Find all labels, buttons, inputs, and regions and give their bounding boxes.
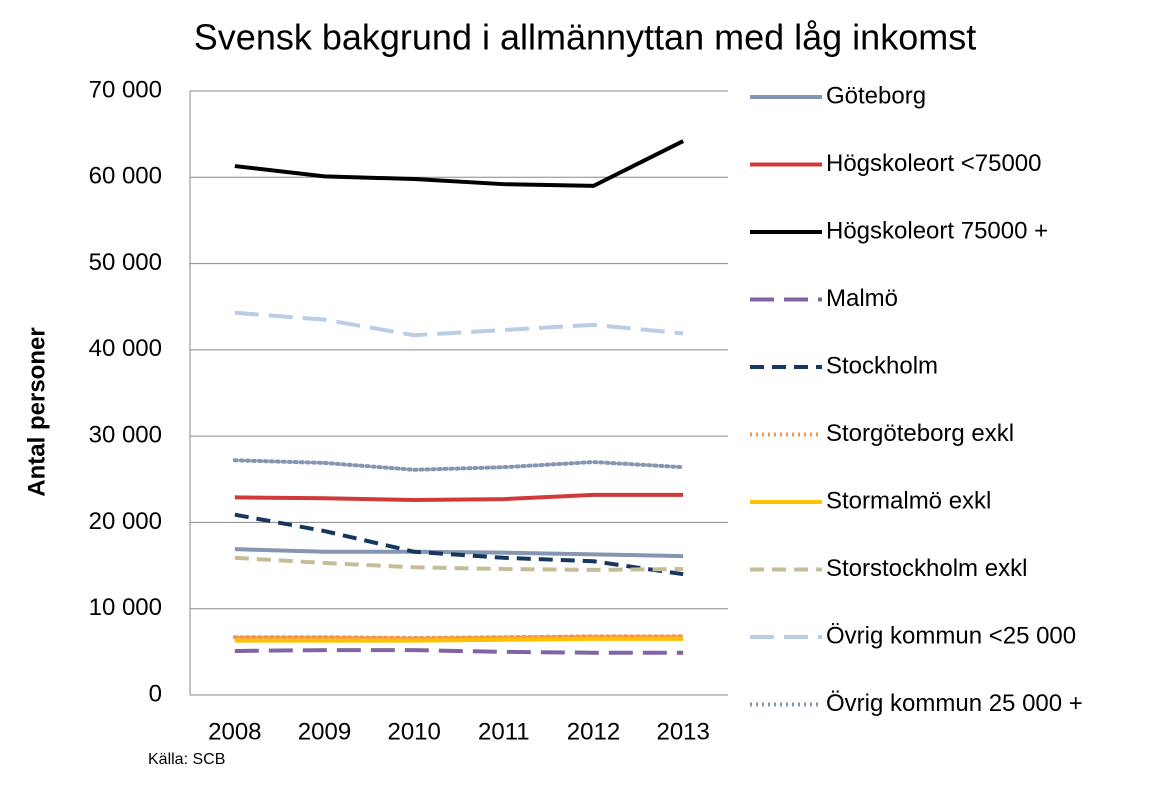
y-tick-label: 60 000 [89, 163, 162, 190]
source-note: Källa: SCB [148, 751, 225, 768]
legend-label: Göteborg [826, 82, 926, 109]
data-line [234, 555, 684, 572]
legend-label: Stockholm [826, 352, 938, 379]
legend-label: Högskoleort <75000 [826, 150, 1041, 177]
y-tick-label: 70 000 [89, 76, 162, 103]
data-line [234, 636, 684, 643]
data-line [232, 634, 686, 641]
y-tick-label: 20 000 [89, 508, 162, 535]
y-tick-label: 40 000 [89, 335, 162, 362]
legend-label: Stormalmö exkl [826, 487, 991, 514]
x-tick-label: 2009 [298, 718, 351, 745]
data-line [234, 139, 685, 188]
data-line [234, 492, 684, 502]
data-line [234, 310, 684, 338]
legend-label: Storgöteborg exkl [826, 420, 1014, 447]
x-tick-label: 2013 [656, 718, 709, 745]
data-line [232, 458, 686, 472]
y-tick-label: 50 000 [89, 249, 162, 276]
data-line [234, 547, 684, 559]
legend-label: Storstockholm exkl [826, 555, 1027, 582]
x-tick-label: 2008 [208, 718, 261, 745]
chart-title: Svensk bakgrund i allmännyttan med låg i… [194, 17, 976, 58]
y-tick-label: 10 000 [89, 594, 162, 621]
y-tick-label: 30 000 [89, 421, 162, 448]
x-tick-label: 2012 [567, 718, 620, 745]
x-tick-label: 2011 [478, 718, 530, 745]
legend-label: Övrig kommun <25 000 [826, 622, 1076, 649]
legend-label: Övrig kommun 25 000 + [826, 690, 1083, 717]
data-line [234, 512, 684, 577]
legend-label: Högskoleort 75000 + [826, 217, 1048, 244]
y-axis-label: Antal personer [23, 327, 50, 496]
data-line [234, 648, 684, 655]
x-tick-label: 2010 [387, 718, 440, 745]
legend-label: Malmö [826, 285, 898, 312]
y-tick-label: 0 [149, 680, 162, 707]
